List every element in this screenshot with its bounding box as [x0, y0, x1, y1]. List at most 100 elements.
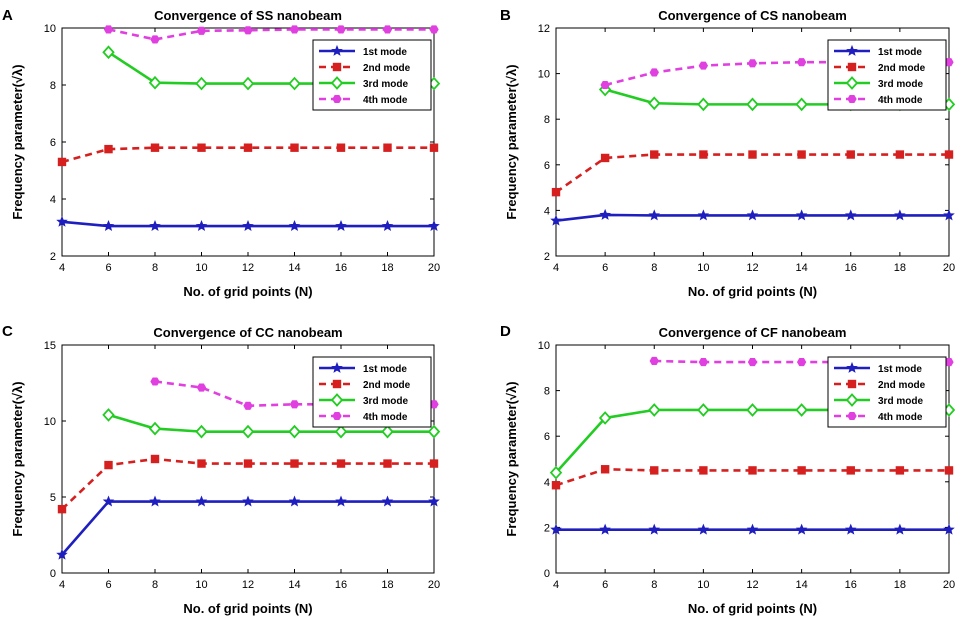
data-point	[429, 459, 439, 468]
y-tick-label: 0	[50, 568, 56, 580]
x-tick-label: 18	[381, 579, 393, 591]
data-point	[648, 523, 661, 535]
data-point	[599, 208, 611, 220]
data-point	[150, 377, 160, 386]
x-tick-label: 6	[105, 579, 111, 591]
y-tick-label: 2	[544, 522, 550, 534]
data-point	[649, 356, 659, 365]
legend-swatch-marker	[331, 361, 343, 373]
data-point	[197, 459, 206, 468]
y-tick-label: 6	[544, 160, 550, 172]
data-point	[648, 403, 661, 417]
data-point	[288, 495, 301, 507]
data-point	[648, 209, 661, 221]
legend: 1st mode 2nd mode 3rd mode 4th mode	[312, 356, 432, 428]
series-line	[61, 146, 434, 164]
x-tick-label: 18	[894, 579, 906, 591]
x-tick-label: 10	[697, 579, 709, 591]
data-point	[104, 144, 113, 154]
legend-swatch-marker	[332, 62, 342, 72]
data-point	[795, 209, 808, 221]
series-2	[551, 465, 954, 490]
data-point	[698, 358, 709, 367]
legend-label: 4th mode	[363, 412, 408, 423]
y-tick-label: 0	[544, 568, 550, 580]
panel-letter: C	[2, 323, 13, 340]
chart-panel-a: A Convergence of SS nanobeam 4 6 8 10 12 14 16 18…	[2, 7, 441, 299]
data-point	[649, 68, 659, 77]
legend-swatch-marker	[330, 393, 344, 407]
data-point	[648, 96, 661, 111]
data-point	[149, 495, 161, 507]
y-tick-label: 4	[50, 194, 56, 206]
x-tick-label: 6	[105, 262, 111, 274]
chart-title: Convergence of CC nanobeam	[153, 325, 342, 340]
data-point	[103, 25, 114, 34]
y-axis-label: Frequency parameter(√λ)	[10, 64, 25, 219]
data-point	[104, 460, 113, 470]
data-point	[381, 220, 394, 231]
y-tick-label: 5	[50, 492, 56, 504]
y-axis-label: Frequency parameter(√λ)	[504, 64, 519, 219]
data-point	[598, 411, 612, 425]
legend-label: 2nd mode	[878, 380, 926, 391]
legend: 1st mode 2nd mode 3rd mode 4th mode	[827, 39, 947, 111]
data-point	[195, 220, 208, 231]
x-tick-label: 16	[845, 579, 857, 591]
data-point	[196, 26, 207, 35]
data-point	[844, 209, 857, 221]
data-point	[195, 424, 208, 439]
data-point	[336, 143, 346, 152]
y-tick-label: 10	[44, 416, 56, 428]
data-point	[150, 454, 160, 464]
y-tick-label: 8	[544, 386, 550, 398]
data-point	[57, 157, 67, 167]
x-tick-label: 4	[553, 262, 559, 274]
chart-panel-d: D Convergence of CF nanobeam 4 6 8 10 12 14 16 18…	[500, 323, 956, 616]
chart-title: Convergence of SS nanobeam	[154, 8, 342, 23]
y-tick-label: 10	[44, 23, 56, 35]
x-tick-label: 20	[428, 579, 440, 591]
data-point	[289, 25, 300, 34]
y-tick-label: 4	[544, 205, 550, 217]
data-point	[102, 45, 115, 60]
data-point	[148, 75, 162, 90]
data-point	[795, 523, 808, 535]
data-point	[747, 59, 758, 68]
data-point	[196, 383, 207, 392]
legend-swatch-marker	[332, 94, 342, 104]
data-point	[895, 150, 905, 159]
legend: 1st mode 2nd mode 3rd mode 4th mode	[312, 39, 432, 111]
data-point	[150, 35, 160, 44]
x-tick-label: 10	[697, 262, 709, 274]
legend-label: 4th mode	[878, 95, 923, 106]
data-point	[600, 80, 610, 90]
y-tick-label: 6	[50, 137, 56, 149]
data-point	[943, 209, 955, 221]
legend-swatch-marker	[847, 411, 857, 421]
legend-label: 3rd mode	[363, 396, 408, 407]
y-tick-label: 15	[44, 340, 56, 352]
x-axis-label: No. of grid points (N)	[688, 601, 817, 616]
x-tick-label: 6	[602, 262, 608, 274]
data-point	[197, 143, 206, 152]
data-point	[242, 495, 254, 507]
data-point	[599, 523, 611, 535]
data-point	[148, 421, 162, 436]
data-point	[844, 523, 857, 535]
legend-swatch-marker	[846, 44, 858, 56]
data-point	[381, 495, 394, 507]
data-point	[697, 209, 710, 221]
x-tick-label: 20	[943, 262, 955, 274]
y-tick-label: 10	[538, 340, 550, 352]
data-point	[243, 143, 253, 152]
data-point	[242, 220, 254, 231]
series-2	[57, 143, 439, 167]
data-point	[746, 209, 759, 221]
chart-panel-b: B Convergence of CS nanobeam 4 6 8 10 12 14 16 18…	[500, 7, 956, 299]
data-point	[795, 403, 808, 417]
x-tick-label: 20	[428, 262, 440, 274]
data-point	[697, 403, 710, 417]
data-point	[241, 76, 255, 91]
